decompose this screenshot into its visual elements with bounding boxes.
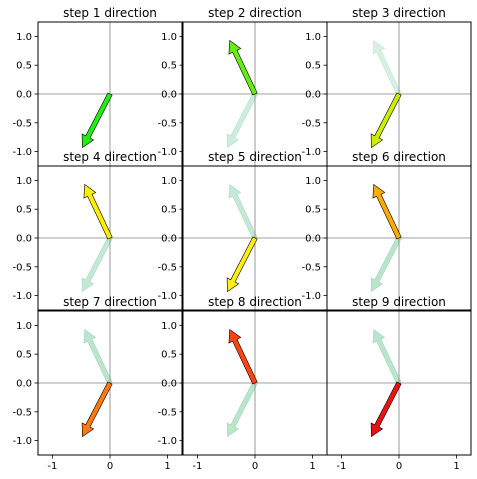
y-tick-label: 0.5 — [161, 350, 177, 361]
y-tick-label: 1.0 — [305, 32, 321, 43]
y-tick-label: -1.0 — [12, 291, 32, 302]
y-tick-label: -1.0 — [12, 147, 32, 158]
x-tick-label: -1 — [192, 461, 202, 472]
current-direction-arrow — [81, 92, 113, 149]
y-tick-label: 0.0 — [16, 234, 32, 245]
y-tick-label: 0.0 — [16, 90, 32, 101]
y-tick-label: -1.0 — [157, 436, 177, 447]
x-tick-label: -1 — [336, 461, 346, 472]
y-tick-label: 0.0 — [305, 234, 321, 245]
y-tick-label: 0.0 — [305, 90, 321, 101]
y-tick-label: 1.0 — [16, 32, 32, 43]
x-tick-label: 0 — [252, 461, 258, 472]
current-direction-arrow — [228, 328, 258, 385]
y-tick-label: -0.5 — [157, 407, 177, 418]
y-tick-label: 0.0 — [161, 234, 177, 245]
subplot-title: step 6 direction — [352, 150, 446, 164]
previous-direction-arrow — [372, 39, 402, 96]
y-tick-label: -1.0 — [301, 147, 321, 158]
previous-direction-arrow — [226, 381, 258, 438]
current-direction-arrow — [372, 183, 402, 240]
subplot-3: step 3 direction 1.0 0.5 0.0 -0.5 -1.0 — [301, 6, 472, 167]
y-tick-label: -0.5 — [301, 262, 321, 273]
x-tick-label: 1 — [164, 461, 170, 472]
y-tick-label: -0.5 — [301, 118, 321, 129]
subplot-2: step 2 direction 1.0 0.5 0.0 -0.5 -1.0 — [157, 6, 328, 167]
y-tick-label: -0.5 — [12, 407, 32, 418]
current-direction-arrow — [370, 92, 402, 149]
y-tick-label: 0.5 — [305, 61, 321, 72]
x-tick-label: 1 — [453, 461, 459, 472]
previous-direction-arrow — [228, 183, 258, 240]
y-tick-label: -1.0 — [157, 147, 177, 158]
x-tick-label: 1 — [309, 461, 315, 472]
current-direction-arrow — [83, 183, 113, 240]
y-tick-label: -0.5 — [12, 262, 32, 273]
y-tick-label: 1.0 — [305, 176, 321, 187]
y-tick-label: 1.0 — [161, 321, 177, 332]
current-direction-arrow — [228, 39, 258, 96]
previous-direction-arrow — [372, 328, 402, 385]
previous-direction-arrow — [370, 236, 402, 293]
subplot-4: step 4 direction 1.0 0.5 0.0 -0.5 -1.0 — [12, 150, 183, 311]
subplot-1: step 1 direction 1.0 0.5 0.0 -0.5 -1.0 — [12, 6, 183, 167]
current-direction-arrow — [370, 381, 402, 438]
y-tick-label: -1.0 — [301, 291, 321, 302]
subplot-5: step 5 direction 1.0 0.5 0.0 -0.5 -1.0 — [157, 150, 328, 311]
y-tick-label: -1.0 — [157, 291, 177, 302]
subplot-title: step 9 direction — [352, 295, 446, 309]
previous-direction-arrow — [81, 236, 113, 293]
y-tick-label: -1.0 — [12, 436, 32, 447]
y-tick-label: 0.5 — [16, 350, 32, 361]
subplot-7: step 7 direction 1.0 0.5 0.0 -0.5 -1.0 -1 0 1 — [12, 295, 183, 472]
subplot-title: step 4 direction — [63, 150, 157, 164]
previous-direction-arrow — [83, 328, 113, 385]
y-tick-label: 0.5 — [161, 205, 177, 216]
y-tick-label: 0.0 — [161, 379, 177, 390]
y-tick-label: -0.5 — [12, 118, 32, 129]
y-tick-label: 0.5 — [305, 205, 321, 216]
subplot-title: step 8 direction — [208, 295, 302, 309]
x-tick-label: -1 — [47, 461, 57, 472]
current-direction-arrow — [81, 381, 113, 438]
y-tick-label: 1.0 — [16, 176, 32, 187]
y-tick-label: 1.0 — [16, 321, 32, 332]
subplot-8: step 8 direction 1.0 0.5 0.0 -0.5 -1.0 -1 0 1 — [157, 295, 328, 472]
x-tick-label: 0 — [396, 461, 402, 472]
y-tick-label: 0.0 — [161, 90, 177, 101]
y-tick-label: 1.0 — [161, 32, 177, 43]
y-tick-label: 0.5 — [161, 61, 177, 72]
subplot-9: step 9 direction -1 0 1 — [326, 295, 472, 472]
subplot-6: step 6 direction 1.0 0.5 0.0 -0.5 -1.0 — [301, 150, 472, 311]
subplot-title: step 3 direction — [352, 6, 446, 20]
y-tick-label: 1.0 — [161, 176, 177, 187]
y-tick-label: -0.5 — [157, 118, 177, 129]
x-tick-label: 0 — [107, 461, 113, 472]
subplot-title: step 2 direction — [208, 6, 302, 20]
subplot-title: step 1 direction — [63, 6, 157, 20]
previous-direction-arrow — [226, 92, 258, 149]
subplot-title: step 7 direction — [63, 295, 157, 309]
y-tick-label: 0.5 — [16, 205, 32, 216]
subplot-title: step 5 direction — [208, 150, 302, 164]
y-tick-label: 0.5 — [16, 61, 32, 72]
y-tick-label: 0.0 — [16, 379, 32, 390]
y-tick-label: -0.5 — [157, 262, 177, 273]
current-direction-arrow — [226, 236, 258, 293]
